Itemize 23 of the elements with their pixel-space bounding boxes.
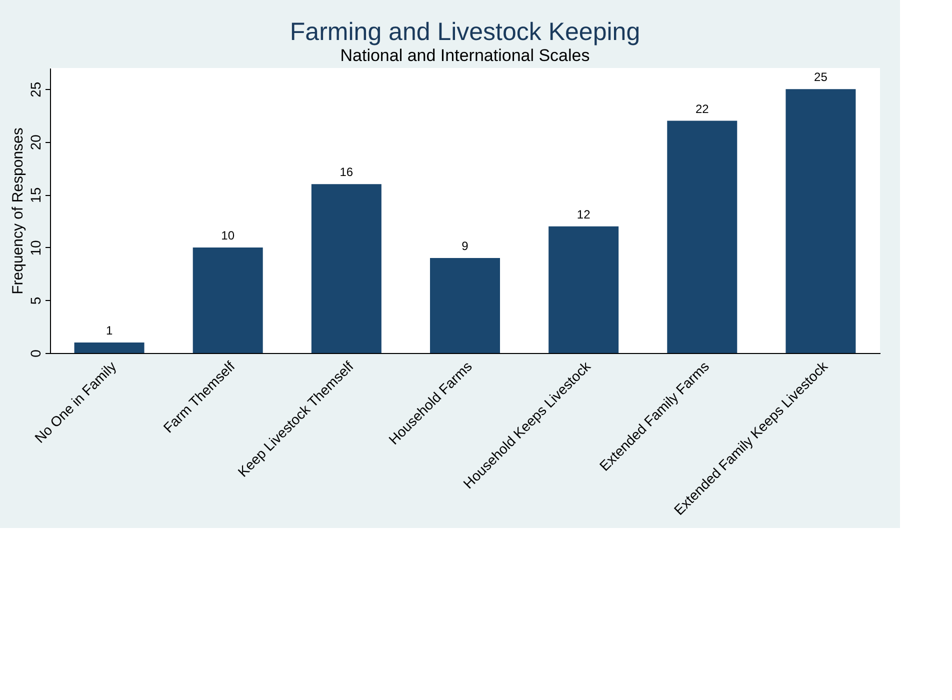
bar (311, 184, 382, 353)
bar (430, 258, 500, 353)
data-label: 12 (576, 207, 591, 222)
bar (192, 247, 263, 353)
bar (786, 89, 856, 353)
chart-subtitle: National and International Scales (340, 46, 590, 65)
data-label: 9 (462, 239, 469, 253)
y-tick-label: 25 (28, 82, 44, 98)
data-label: 10 (221, 228, 235, 242)
y-tick-label: 0 (28, 349, 44, 358)
chart-title: Farming and Livestock Keeping (290, 18, 640, 46)
bar (548, 226, 619, 353)
data-label: 22 (695, 102, 710, 116)
data-label: 1 (106, 323, 113, 338)
y-tick-label: 20 (28, 134, 44, 150)
bar (667, 120, 738, 353)
y-tick-label: 10 (28, 240, 44, 256)
data-label: 16 (340, 165, 354, 180)
y-tick-label: 5 (28, 296, 44, 305)
y-tick-label: 15 (28, 187, 44, 203)
data-label: 25 (814, 70, 828, 84)
bar (74, 342, 144, 353)
y-axis-title: Frequency of Responses (10, 128, 26, 294)
